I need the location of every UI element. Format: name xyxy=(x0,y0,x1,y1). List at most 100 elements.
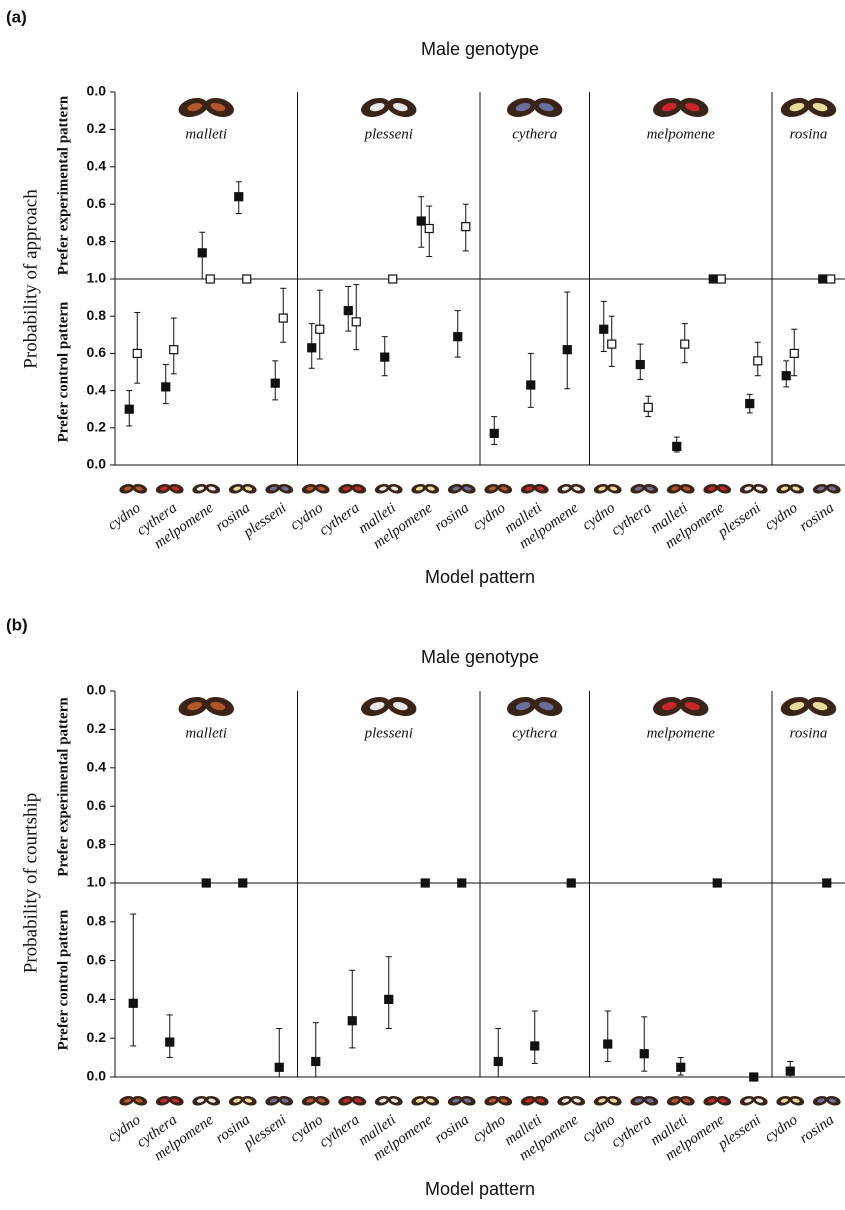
butterfly-icon xyxy=(702,1094,732,1107)
y-tick-label: 0.2 xyxy=(87,1029,107,1045)
butterfly-icon xyxy=(666,1094,696,1107)
butterfly-icon xyxy=(593,1094,623,1107)
point xyxy=(823,879,831,887)
point xyxy=(271,379,279,387)
point xyxy=(348,1017,356,1025)
point xyxy=(782,372,790,380)
y-tick-label: 0.2 xyxy=(87,419,107,435)
butterfly-icon xyxy=(447,1094,477,1107)
panel-label: (a) xyxy=(6,7,27,26)
error-bar xyxy=(564,292,570,389)
y-axis-sublabel: Prefer control pattern xyxy=(55,909,71,1050)
point xyxy=(198,249,206,257)
butterfly-icon xyxy=(264,482,294,495)
butterfly-icon xyxy=(228,1094,258,1107)
point xyxy=(600,325,608,333)
group-label: plesseni xyxy=(364,126,413,142)
y2-tick-label: 0.2 xyxy=(87,720,107,736)
butterfly-icon xyxy=(739,1094,769,1107)
point xyxy=(490,429,498,437)
butterfly-icon xyxy=(651,694,711,719)
panel-label: (b) xyxy=(6,615,28,634)
group-label: cythera xyxy=(512,725,557,741)
x-tick-label: cydno xyxy=(762,1112,801,1146)
y2-tick-label: 0.6 xyxy=(87,797,107,813)
x-tick-label: rosina xyxy=(797,1112,837,1147)
point xyxy=(312,1057,320,1065)
x-tick-label: cythera xyxy=(316,500,362,539)
x-axis-label: Model pattern xyxy=(425,1179,535,1199)
butterfly-icon xyxy=(118,1094,148,1107)
butterfly-icon xyxy=(556,482,586,495)
point xyxy=(827,275,835,283)
error-bar xyxy=(528,353,534,407)
point xyxy=(235,193,243,201)
point xyxy=(425,225,433,233)
y2-tick-label: 0.2 xyxy=(87,120,107,136)
group-label: rosina xyxy=(790,725,828,741)
x-axis-label: Model pattern xyxy=(425,567,535,587)
point xyxy=(644,403,652,411)
butterfly-icon xyxy=(176,694,236,719)
point xyxy=(279,314,287,322)
point xyxy=(786,1067,794,1075)
y-tick-label: 0.6 xyxy=(87,951,107,967)
x-tick-label: cythera xyxy=(608,500,654,539)
y2-tick-label: 0.0 xyxy=(87,682,107,698)
point xyxy=(170,346,178,354)
butterfly-icon xyxy=(374,1094,404,1107)
butterfly-icon xyxy=(775,1094,805,1107)
butterfly-icon xyxy=(337,1094,367,1107)
butterfly-icon xyxy=(374,482,404,495)
x-tick-label: cydno xyxy=(762,500,801,534)
butterfly-icon xyxy=(520,1094,550,1107)
butterfly-icon xyxy=(410,482,440,495)
point xyxy=(239,879,247,887)
y2-axis-label: Prefer experimental pattern xyxy=(55,95,71,275)
butterfly-icon xyxy=(505,95,565,120)
point xyxy=(750,1073,758,1081)
group-label: malleti xyxy=(185,126,227,142)
point xyxy=(352,318,360,326)
point xyxy=(790,349,798,357)
x-tick-label: rosina xyxy=(797,500,837,535)
butterfly-icon xyxy=(155,1094,185,1107)
group-label: rosina xyxy=(790,126,828,142)
y2-tick-label: 0.4 xyxy=(87,759,107,775)
butterfly-icon xyxy=(118,482,148,495)
point xyxy=(681,340,689,348)
point xyxy=(316,325,324,333)
point xyxy=(162,383,170,391)
point xyxy=(344,307,352,315)
butterfly-icon xyxy=(359,95,419,120)
point xyxy=(462,223,470,231)
x-tick-label: rosina xyxy=(432,1112,472,1147)
point xyxy=(417,217,425,225)
error-bar xyxy=(130,914,136,1046)
butterfly-icon xyxy=(410,1094,440,1107)
point xyxy=(166,1038,174,1046)
point xyxy=(129,999,137,1007)
point xyxy=(717,275,725,283)
title: Male genotype xyxy=(421,647,539,667)
y2-tick-label: 1.0 xyxy=(87,874,107,890)
point xyxy=(125,405,133,413)
point xyxy=(308,344,316,352)
x-tick-label: cythera xyxy=(608,1112,654,1151)
y2-tick-label: 0.8 xyxy=(87,232,107,248)
x-tick-label: cydno xyxy=(470,1112,509,1146)
y-axis-label: Probability of approach xyxy=(20,189,41,369)
butterfly-icon xyxy=(359,694,419,719)
y2-tick-label: 0.6 xyxy=(87,195,107,211)
butterfly-icon xyxy=(176,95,236,120)
y-tick-label: 0.4 xyxy=(87,990,107,1006)
butterfly-icon xyxy=(629,482,659,495)
point xyxy=(243,275,251,283)
butterfly-icon xyxy=(483,482,513,495)
error-bar xyxy=(313,1023,319,1077)
butterfly-icon xyxy=(812,482,842,495)
point xyxy=(454,333,462,341)
title: Male genotype xyxy=(421,39,539,59)
y-tick-label: 0.8 xyxy=(87,307,107,323)
error-bar xyxy=(532,1011,538,1063)
